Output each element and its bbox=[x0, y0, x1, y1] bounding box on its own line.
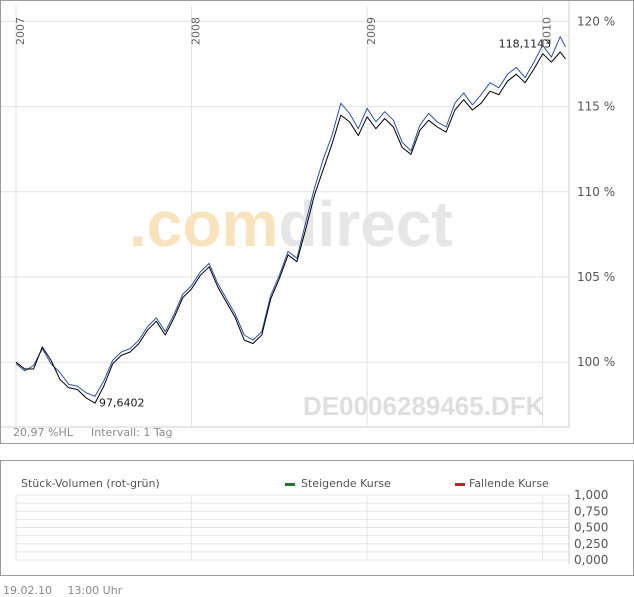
x-tick-label: 2007 bbox=[14, 17, 27, 45]
legend-swatch-falling bbox=[455, 483, 465, 486]
footer-date: 19.02.10 bbox=[3, 584, 52, 597]
stat-interval: Intervall: 1 Tag bbox=[91, 426, 173, 439]
footer-time: 13:00 Uhr bbox=[67, 584, 123, 597]
y-tick-label: 120 % bbox=[577, 14, 615, 28]
stat-range: 20,97 %HL bbox=[13, 426, 74, 439]
watermark: .comdirect bbox=[129, 188, 453, 260]
series-line-black bbox=[15, 51, 566, 404]
price-axis: 100 % 105 % 110 % 115 % 120 % bbox=[577, 14, 615, 369]
volume-title: Stück-Volumen (rot-grün) bbox=[21, 477, 160, 490]
legend-rising: Steigende Kurse bbox=[301, 477, 391, 490]
price-chart-panel: 2007 2008 2009 2010 .comdirect DE0006289465… bbox=[0, 0, 634, 444]
volume-axis: 1,000 0,750 0,500 0,250 0,000 bbox=[574, 488, 608, 567]
price-annotations: 118,1143 97,6402 bbox=[99, 38, 551, 410]
price-grid: 2007 2008 2009 2010 bbox=[1, 1, 570, 428]
volume-y-tick-label: 0,000 bbox=[574, 553, 608, 567]
volume-chart-panel: Stück-Volumen (rot-grün) Steigende Kurse… bbox=[0, 460, 634, 576]
y-tick-label: 100 % bbox=[577, 355, 615, 369]
price-series bbox=[15, 36, 566, 404]
y-tick-label: 110 % bbox=[577, 185, 615, 199]
volume-y-tick-label: 0,750 bbox=[574, 504, 608, 518]
legend-falling: Fallende Kurse bbox=[469, 477, 549, 490]
volume-grid bbox=[15, 494, 570, 564]
instrument-label: DE0006289465.DFK bbox=[303, 391, 545, 421]
volume-y-tick-label: 1,000 bbox=[574, 488, 608, 502]
legend-swatch-rising bbox=[285, 483, 295, 486]
series-line-blue bbox=[15, 36, 566, 397]
footer-timestamp: 19.02.10 13:00 Uhr bbox=[3, 584, 134, 597]
x-tick-label: 2009 bbox=[365, 17, 378, 45]
volume-chart: Stück-Volumen (rot-grün) Steigende Kurse… bbox=[15, 477, 608, 567]
volume-y-tick-label: 0,250 bbox=[574, 537, 608, 551]
y-tick-label: 105 % bbox=[577, 270, 615, 284]
annotation-label: 97,6402 bbox=[99, 396, 145, 409]
annotation-label: 118,1143 bbox=[499, 38, 551, 51]
volume-y-tick-label: 0,500 bbox=[574, 521, 608, 535]
price-chart: 2007 2008 2009 2010 .comdirect DE0006289465… bbox=[1, 1, 615, 439]
x-tick-label: 2010 bbox=[541, 17, 554, 45]
x-tick-label: 2008 bbox=[190, 17, 203, 45]
y-tick-label: 115 % bbox=[577, 100, 615, 114]
watermark-text: .comdirect bbox=[129, 188, 453, 260]
